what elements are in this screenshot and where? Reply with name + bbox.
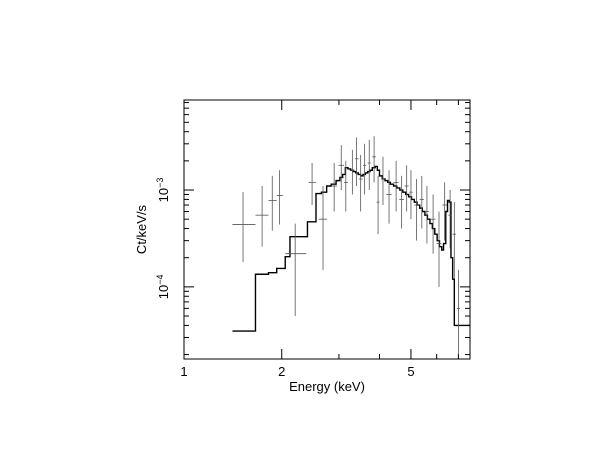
x-tick-label: 2 <box>278 364 285 379</box>
data-point <box>436 211 442 287</box>
data-point <box>430 194 436 254</box>
data-point <box>456 269 461 355</box>
plot-frame <box>183 99 471 360</box>
model-step-layer <box>232 165 470 332</box>
data-point <box>419 175 424 229</box>
data-point <box>318 186 328 270</box>
data-point <box>338 145 344 191</box>
data-point <box>343 160 349 212</box>
data-point <box>424 186 429 244</box>
y-tick-label: 10−4 <box>155 275 171 300</box>
x-tick-label: 5 <box>407 364 414 379</box>
data-point <box>276 170 284 225</box>
data-point <box>363 143 367 195</box>
y-tick-label: 10−3 <box>155 178 171 203</box>
data-point <box>414 178 419 241</box>
data-point <box>409 170 413 220</box>
axis-ticks <box>183 100 470 359</box>
data-point <box>448 190 452 249</box>
y-axis-label: Ct/keV/s <box>134 204 149 254</box>
data-point <box>399 175 405 229</box>
data-point <box>393 160 399 212</box>
data-point <box>442 182 447 241</box>
model-step-line <box>232 165 470 332</box>
data-point <box>452 202 456 280</box>
x-tick-label: 1 <box>180 364 187 379</box>
data-point <box>354 137 359 187</box>
data-point <box>255 186 269 247</box>
data-point <box>376 175 380 235</box>
data-point <box>367 139 371 191</box>
data-errorbar-layer <box>232 136 461 355</box>
data-point <box>285 223 307 317</box>
data-point <box>386 170 392 224</box>
x-axis-label: Energy (keV) <box>289 379 365 394</box>
axis-tick-labels: 1 2 5 10−4 10−3 <box>155 178 415 379</box>
data-point <box>404 165 409 212</box>
plot-area <box>232 136 470 355</box>
data-point <box>381 156 385 206</box>
data-point <box>372 136 376 183</box>
data-point <box>359 154 363 212</box>
data-point <box>268 175 277 231</box>
data-point <box>308 163 317 206</box>
data-point <box>232 192 256 263</box>
data-point <box>331 163 338 212</box>
data-point <box>350 149 355 195</box>
